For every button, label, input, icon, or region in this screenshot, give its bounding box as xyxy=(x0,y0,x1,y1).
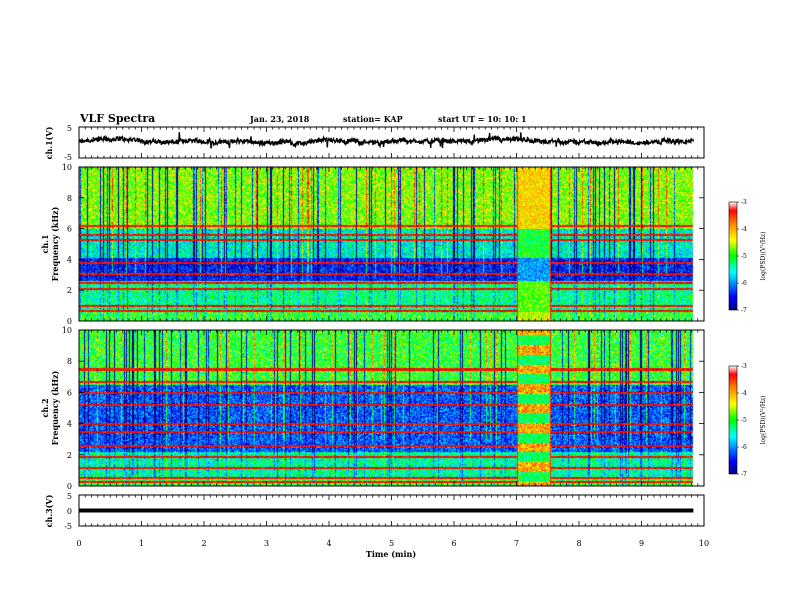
colorbar-tick-label: -7 xyxy=(741,471,747,478)
ch1-spectrogram-ylabel: Frequency (kHz) xyxy=(50,206,60,281)
ch2-colorbar xyxy=(728,365,738,475)
ch2-spectrogram-ticks xyxy=(78,330,705,486)
ch3-waveform-ylabel: ch.3(V) xyxy=(44,494,54,527)
colorbar-tick-label: -6 xyxy=(741,444,747,451)
frequency-tick-label: 2 xyxy=(67,286,72,295)
x-tick-label: 8 xyxy=(576,539,581,548)
ch1-spectrogram-image xyxy=(79,167,704,321)
colorbar-tick-label: -5 xyxy=(741,253,747,260)
frequency-tick-label: 8 xyxy=(67,357,72,366)
figure-title: VLF Spectra xyxy=(79,112,155,125)
colorbar-tick-label: -7 xyxy=(741,307,747,314)
ch1-colorbar-label: log(PSD)(V²/Hz) xyxy=(760,232,767,281)
ch2-colorbar-label: log(PSD)(V²/Hz) xyxy=(760,396,767,445)
x-tick-label: 4 xyxy=(326,539,331,548)
ch2-spectrogram-channel-label: ch.2 xyxy=(40,398,50,417)
colorbar-tick-label: -3 xyxy=(741,363,747,370)
frequency-tick-label: 6 xyxy=(67,388,72,397)
ch2-spectrogram-ytick-labels: 0 2 4 6 8 10 xyxy=(62,326,704,491)
ch2-colorbar-tick-labels: -3 -4 -5 -6 -7 xyxy=(737,363,747,478)
ch3-waveform-panel: 5 0 -5 ch.3(V) xyxy=(44,492,705,531)
ch2-spectrogram-ylabel: Frequency (kHz) xyxy=(50,370,60,445)
frequency-tick-label: 10 xyxy=(62,163,72,172)
frequency-tick-label: 6 xyxy=(67,225,72,234)
date-label: Jan. 23, 2018 xyxy=(249,114,310,124)
frequency-tick-label: 10 xyxy=(62,326,72,335)
frequency-tick-label: 4 xyxy=(67,420,72,429)
ch1-ytick-5: 5 xyxy=(67,124,72,133)
frequency-tick-label: 8 xyxy=(67,194,72,203)
x-axis-tick-labels: 0 1 2 3 4 5 6 7 8 9 10 xyxy=(76,539,709,548)
start-time-label: start UT = 10: 10: 1 xyxy=(438,114,527,124)
ch1-spectrogram-ytick-labels: 0 2 4 6 8 10 xyxy=(62,163,704,326)
colorbar-tick-label: -5 xyxy=(741,417,747,424)
frequency-tick-label: 2 xyxy=(67,451,72,460)
colorbar-tick-label: -6 xyxy=(741,280,747,287)
ch1-colorbar xyxy=(728,201,738,311)
ch1-waveform-panel: 5 -5 ch.1(V) xyxy=(44,124,705,162)
ch3-ytick-5: 5 xyxy=(67,492,72,501)
frequency-tick-label: 0 xyxy=(67,317,72,326)
x-tick-label: 0 xyxy=(76,539,81,548)
ch3-ytick-minus5: -5 xyxy=(64,522,72,531)
x-tick-label: 7 xyxy=(514,539,519,548)
x-axis-label: Time (min) xyxy=(366,549,416,559)
ch1-colorbar-tick-labels: -3 -4 -5 -6 -7 xyxy=(737,199,747,314)
x-tick-label: 10 xyxy=(699,539,709,548)
x-tick-label: 5 xyxy=(389,539,394,548)
x-tick-label: 6 xyxy=(451,539,456,548)
ch3-waveform-ticks xyxy=(78,495,705,526)
ch1-waveform-ylabel: ch.1(V) xyxy=(44,126,54,159)
frequency-tick-label: 4 xyxy=(67,255,72,264)
x-tick-label: 1 xyxy=(139,539,144,548)
x-tick-label: 9 xyxy=(639,539,644,548)
ch1-waveform-line xyxy=(78,132,695,149)
ch1-spectrogram-channel-label: ch.1 xyxy=(40,234,50,253)
colorbar-tick-label: -4 xyxy=(741,390,747,397)
ch2-spectrogram-image xyxy=(79,330,704,486)
frequency-tick-label: 0 xyxy=(67,482,72,491)
x-tick-label: 3 xyxy=(264,539,269,548)
ch3-ytick-0: 0 xyxy=(67,507,72,516)
colorbar-tick-label: -4 xyxy=(741,226,747,233)
ch1-spectrogram-ticks xyxy=(78,167,705,321)
ch1-ytick-minus5: -5 xyxy=(64,153,72,162)
ch1-waveform-ticks xyxy=(78,127,705,158)
x-tick-label: 2 xyxy=(201,539,206,548)
station-label: station= KAP xyxy=(343,114,403,124)
colorbar-tick-label: -3 xyxy=(741,199,747,206)
